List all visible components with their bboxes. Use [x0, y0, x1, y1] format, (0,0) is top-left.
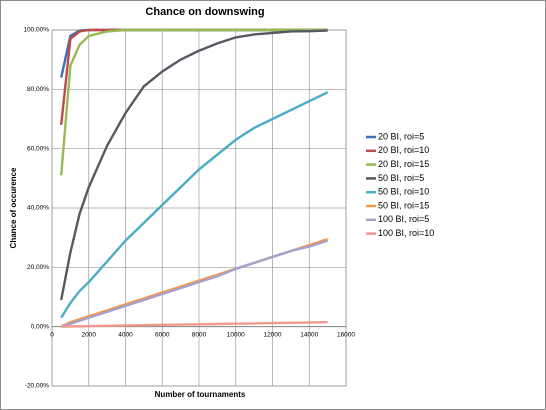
x-tick-label: 12000 [263, 331, 281, 338]
legend-label: 50 BI, roi=15 [378, 200, 429, 210]
x-tick-label: 6000 [155, 331, 170, 338]
legend-label: 20 BI, roi=15 [378, 159, 429, 169]
x-tick-label: 4000 [118, 331, 133, 338]
y-tick-label: -20,00% [25, 383, 49, 390]
x-tick-label: 8000 [192, 331, 207, 338]
legend-label: 100 BI, roi=10 [378, 228, 434, 238]
chart-title: Chance on downswing [145, 6, 264, 18]
x-axis-label: Number of tournaments [155, 390, 246, 399]
series-line [60, 239, 328, 328]
series-line [59, 28, 328, 176]
series-line [60, 91, 329, 319]
y-tick-label: 60,00% [27, 145, 49, 152]
legend-label: 100 BI, roi=5 [378, 214, 429, 224]
x-tick-label: 0 [50, 331, 54, 338]
x-tick-label: 14000 [300, 331, 318, 338]
y-tick-label: 80,00% [27, 86, 49, 93]
y-tick-label: 20,00% [27, 264, 49, 271]
y-tick-label: 100,00% [23, 27, 49, 34]
x-tick-label: 10000 [227, 331, 245, 338]
x-tick-label: 16000 [337, 331, 355, 338]
y-tick-label: 40,00% [27, 205, 49, 212]
series-line [61, 321, 328, 328]
series-line [60, 29, 328, 301]
legend-label: 50 BI, roi=10 [378, 187, 429, 197]
legend-label: 50 BI, roi=5 [378, 173, 424, 183]
y-axis-label: Chance of occurence [9, 167, 18, 248]
legend-label: 20 BI, roi=10 [378, 145, 429, 155]
x-tick-label: 2000 [82, 331, 97, 338]
legend-label: 20 BI, roi=5 [378, 131, 424, 141]
y-tick-label: 0,00% [31, 323, 50, 330]
